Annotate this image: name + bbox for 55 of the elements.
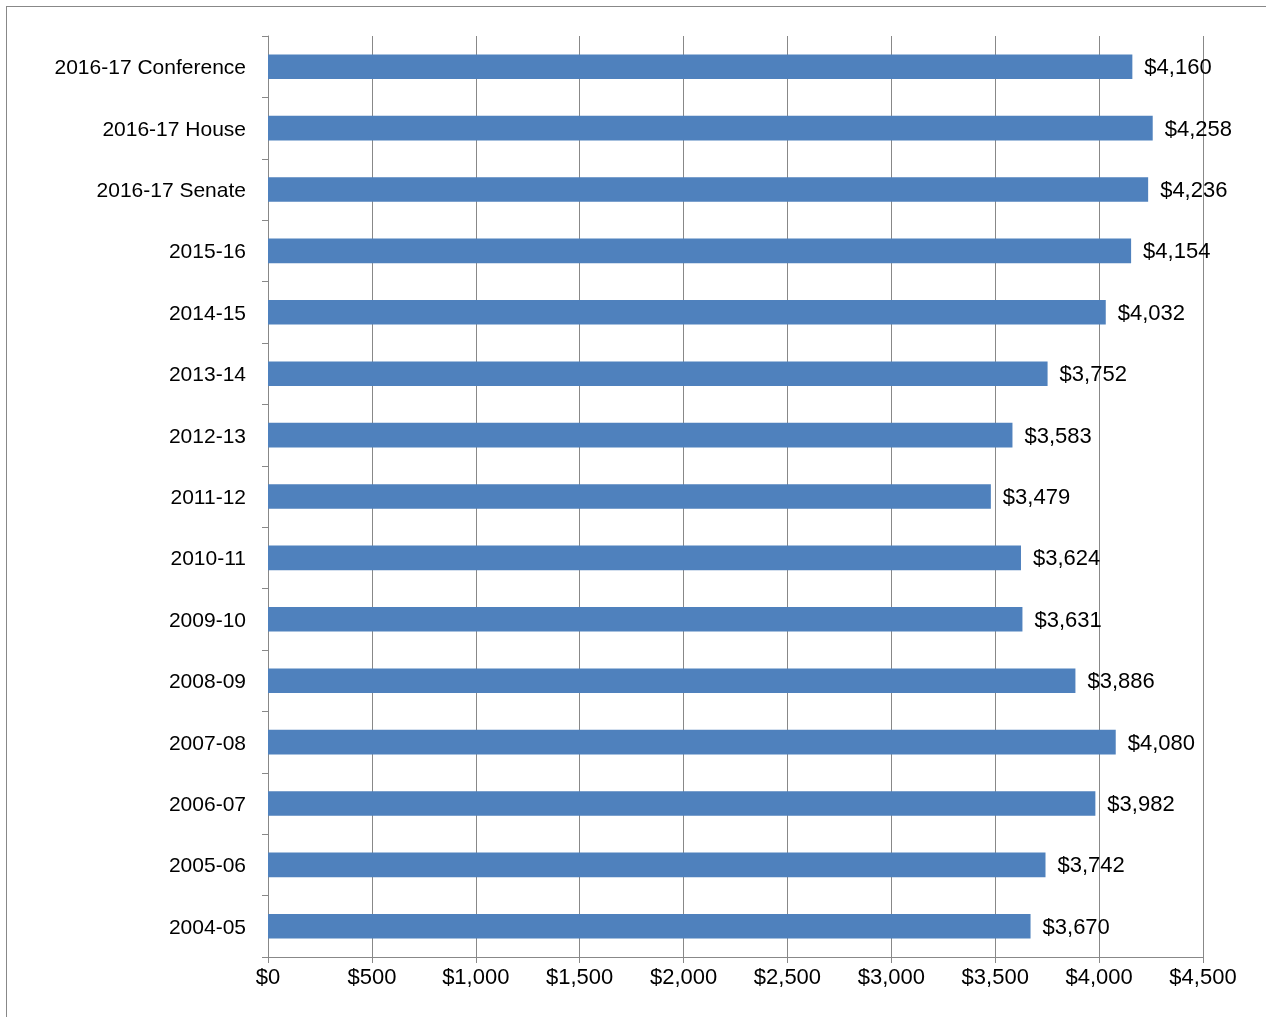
y-tick-label: 2012-13 xyxy=(168,423,246,447)
x-tick-label: $2,500 xyxy=(753,963,822,989)
data-label: $3,886 xyxy=(1087,668,1155,694)
x-tick-label: $1,500 xyxy=(546,963,614,989)
data-label: $4,154 xyxy=(1143,238,1211,264)
x-tick-label: $4,000 xyxy=(1065,963,1133,989)
y-tick-label: 2016-17 Conference xyxy=(54,55,246,79)
x-tick-label: $1,000 xyxy=(442,963,510,989)
x-tick-label: $4,500 xyxy=(1169,963,1237,989)
bar xyxy=(268,300,1106,325)
data-label: $3,631 xyxy=(1034,606,1102,632)
bar xyxy=(268,115,1153,141)
y-tick-label: 2015-16 xyxy=(168,239,246,263)
x-tick-label: $3,500 xyxy=(961,963,1029,989)
y-tick-label: 2009-10 xyxy=(168,607,246,631)
bar xyxy=(268,238,1132,264)
bar xyxy=(268,422,1013,448)
data-label: $3,479 xyxy=(1002,484,1071,509)
y-tick-label: 2006-07 xyxy=(168,792,246,815)
bar xyxy=(268,791,1096,816)
data-label: $4,032 xyxy=(1117,299,1186,325)
bar xyxy=(268,914,1031,939)
bar xyxy=(268,607,1023,632)
y-tick-label: 2016-17 House xyxy=(102,116,246,140)
y-tick-label: 2013-14 xyxy=(168,362,247,386)
data-label: $4,080 xyxy=(1127,729,1196,755)
y-tick-label: 2014-15 xyxy=(168,300,246,324)
y-tick-label: 2011-12 xyxy=(170,485,246,508)
data-label: $3,583 xyxy=(1024,422,1092,448)
x-tick-label: $0 xyxy=(255,963,281,989)
bar xyxy=(268,484,991,509)
data-label: $3,982 xyxy=(1107,791,1175,816)
y-tick-label: 2004-05 xyxy=(168,914,246,938)
bar xyxy=(268,668,1076,693)
bar xyxy=(268,361,1048,386)
y-tick-label: 2010-11 xyxy=(170,546,246,570)
y-tick-label: 2016-17 Senate xyxy=(96,178,246,201)
y-tick-label: 2008-09 xyxy=(168,669,246,693)
y-tick-label: 2007-08 xyxy=(168,730,246,754)
data-label: $3,624 xyxy=(1032,545,1101,571)
data-label: $3,752 xyxy=(1059,361,1127,387)
y-tick-label: 2005-06 xyxy=(168,853,246,877)
data-label: $3,670 xyxy=(1042,913,1110,939)
bar xyxy=(268,545,1021,571)
x-tick-label: $2,000 xyxy=(649,963,718,989)
bar xyxy=(268,852,1046,878)
data-label: $3,742 xyxy=(1057,852,1125,878)
x-tick-label: $500 xyxy=(347,963,397,989)
data-label: $4,258 xyxy=(1164,115,1233,141)
bar xyxy=(268,54,1133,79)
bar xyxy=(268,729,1116,755)
data-label: $4,236 xyxy=(1160,177,1228,202)
bar xyxy=(268,177,1149,202)
data-label: $4,160 xyxy=(1144,54,1212,80)
x-tick-label: $3,000 xyxy=(857,963,925,989)
